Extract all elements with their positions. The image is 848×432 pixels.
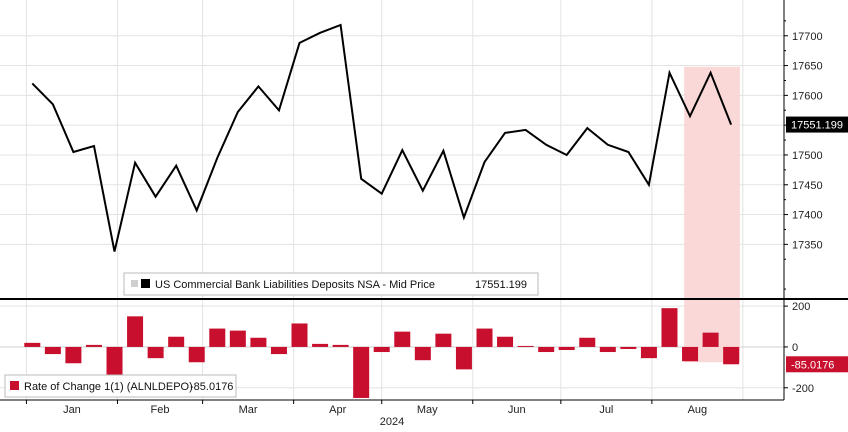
deposits-line-panel (31, 23, 733, 252)
rate-of-change-bar (558, 346, 575, 350)
top-y-tick-label: 17500 (792, 150, 823, 162)
top-y-tick-label: 17650 (792, 61, 823, 73)
bottom-legend-box (4, 374, 237, 398)
rate-of-change-bar (291, 323, 308, 347)
rate-of-change-bar (620, 346, 637, 349)
rate-of-change-bar (476, 328, 493, 347)
bottom-y-tick-label: 0 (792, 342, 798, 354)
rate-of-change-bar (579, 337, 596, 347)
bottom-y-tick-label: -200 (792, 383, 814, 395)
bottom-last-value-tag: -85.0176 (786, 356, 848, 373)
rate-of-change-bar (312, 343, 329, 347)
bottom-last-value-tag-text: -85.0176 (791, 359, 834, 371)
rate-of-change-bar (106, 346, 123, 383)
x-tick-label: Feb (151, 404, 170, 416)
rate-of-change-bar (44, 346, 61, 355)
top-legend-value: 17551.199 (475, 279, 527, 291)
rate-of-change-bar (250, 337, 267, 347)
deposits-line (31, 23, 733, 252)
bottom-legend-label: Rate of Change 1(1) (ALNLDEPO) (24, 381, 193, 393)
rate-of-change-bar (682, 346, 699, 362)
rate-of-change-bar (85, 344, 102, 347)
rate-of-change-bar (517, 345, 534, 347)
x-tick-label: Jun (508, 404, 526, 416)
rate-of-change-bar (65, 346, 82, 364)
highlight-band (684, 66, 740, 363)
rate-of-change-bar (373, 346, 390, 353)
x-tick-label: Jan (63, 404, 81, 416)
rate-of-change-bar (188, 346, 205, 363)
rate-of-change-bar (538, 346, 555, 353)
rate-of-change-bar (455, 346, 472, 370)
rate-of-change-bar (640, 346, 657, 359)
rate-of-change-bar (435, 333, 452, 347)
top-y-tick-label: 17350 (792, 239, 823, 251)
rate-of-change-bar (723, 346, 740, 365)
rate-of-change-bar (229, 330, 246, 347)
top-legend-box (123, 272, 539, 296)
rate-of-change-bar (497, 336, 514, 347)
rate-of-change-bar (209, 328, 226, 347)
x-tick-label: Jul (599, 404, 613, 416)
x-tick-label: Apr (329, 404, 346, 416)
rate-of-change-panel (24, 308, 740, 398)
x-tick-label: May (417, 404, 438, 416)
x-tick-label: Aug (688, 404, 708, 416)
bottom-last-value-tag-box (786, 356, 848, 373)
top-last-value-tag-text: 17551.199 (791, 120, 843, 132)
rate-of-change-bar (353, 346, 370, 398)
rate-of-change-bar (414, 346, 431, 361)
rate-of-change-bar (270, 346, 287, 355)
bottom-legend-value: -85.0176 (190, 381, 233, 393)
rate-of-change-bar (394, 331, 411, 347)
top-last-value-tag: 17551.199 (786, 116, 848, 133)
bottom-y-tick-label: 200 (792, 301, 810, 313)
top-legend-hollow-marker (131, 280, 138, 287)
rate-of-change-bar (661, 308, 678, 347)
rate-of-change-bar (147, 346, 164, 359)
top-legend-series-marker (141, 279, 150, 288)
top-y-tick-label: 17400 (792, 210, 823, 222)
x-tick-label: Mar (239, 404, 258, 416)
bottom-legend-series-marker (10, 381, 19, 390)
x-axis-year-label: 2024 (380, 416, 404, 428)
top-y-tick-label: 17600 (792, 90, 823, 102)
top-last-value-tag-box (786, 116, 848, 133)
rate-of-change-bar (332, 344, 349, 347)
rate-of-change-bar (127, 316, 144, 347)
axes: Jan Feb Mar Apr May Jun Jul Aug 17350 17400 17450 1… (25, 20, 823, 416)
top-y-tick-label: 17450 (792, 180, 823, 192)
rate-of-change-bar (168, 336, 185, 347)
top-legend-label: US Commercial Bank Liabilities Deposits … (155, 279, 435, 291)
top-legend: US Commercial Bank Liabilities Deposits … (123, 272, 539, 296)
rate-of-change-bar (599, 346, 616, 353)
rate-of-change-bar (24, 342, 41, 347)
rate-of-change-bar (702, 332, 719, 347)
top-y-tick-label: 17700 (792, 31, 823, 43)
bottom-legend: Rate of Change 1(1) (ALNLDEPO) -85.0176 (4, 374, 237, 398)
